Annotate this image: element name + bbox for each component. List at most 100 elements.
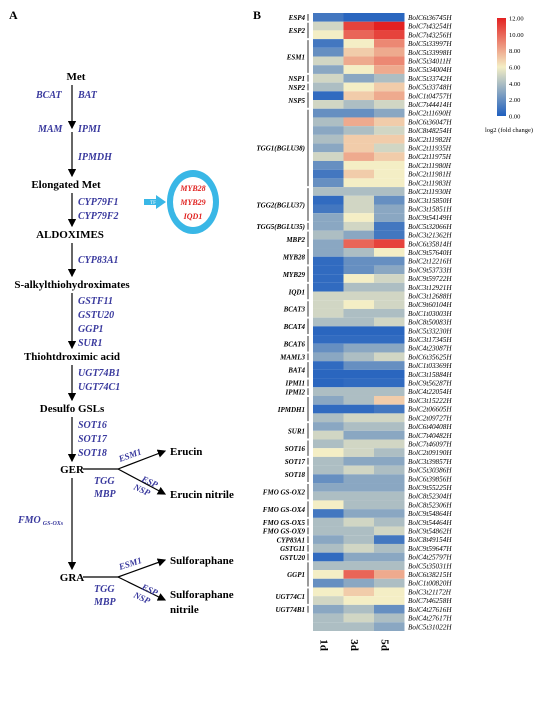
gene-id-label: BolC2t11981H (408, 171, 452, 179)
compound-aldoximes: ALDOXIMES (36, 229, 104, 241)
heatmap-cell (374, 378, 405, 388)
enzyme-mbp-gra: MBP (93, 597, 117, 608)
heatmap-cell (313, 369, 344, 379)
heatmap-cell (313, 213, 344, 222)
heatmap-cell (313, 152, 344, 161)
heatmap-cell (313, 483, 344, 492)
gene-id-label: BolC8t52306H (408, 501, 452, 509)
gene-id-label: BolC2t06605H (408, 406, 452, 414)
gene-id-label: BolC8t48254H (408, 127, 452, 135)
heatmap-cell (313, 178, 344, 188)
enzyme-ipmi: IPMI (77, 124, 102, 135)
heatmap-cell (343, 195, 374, 205)
heatmap-cell (313, 82, 344, 92)
gene-group-label: ESP4 (288, 14, 306, 22)
gene-group-label: UGT74B1 (275, 606, 305, 614)
gene-id-label: BolC8t49154H (408, 536, 452, 544)
heatmap-cell (343, 343, 374, 353)
heatmap-cell (343, 413, 374, 423)
enzyme-sot18: SOT18 (78, 448, 107, 459)
gene-group-label: SOT16 (285, 445, 306, 453)
colorbar-tick-label: 4.00 (509, 81, 520, 88)
heatmap-cell (343, 47, 374, 57)
heatmap-cell (313, 343, 344, 353)
heatmap-cell (313, 169, 344, 179)
heatmap-cell (343, 160, 374, 170)
time-column-labels: 1d 3d 5d (317, 639, 390, 651)
compound-s-alkylthiohydroximates: S-alkylthiohydroximates (14, 279, 130, 291)
heatmap-cell (343, 256, 374, 266)
heatmap-cell (313, 265, 344, 275)
gene-id-label: BolC5t33998H (408, 49, 452, 57)
gene-group-label: NSP2 (287, 84, 305, 92)
heatmap-cell (343, 578, 374, 588)
gene-id-label: BolC6t36745H (408, 14, 452, 22)
enzyme-gstf11: GSTF11 (78, 296, 113, 307)
panel-a-label: A (9, 8, 18, 22)
heatmap-cell (374, 91, 405, 101)
heatmap-cell (374, 404, 405, 414)
colorbar-tick-label: 6.00 (509, 65, 520, 72)
gene-group-label: NSP1 (287, 75, 305, 83)
heatmap-cell (343, 596, 374, 605)
heatmap-cell (313, 274, 344, 283)
heatmap-cell (313, 474, 344, 484)
heatmap-cell (343, 404, 374, 414)
heatmap-cell (343, 387, 374, 396)
gene-group-label: MAML3 (279, 354, 305, 362)
heatmap-cell (313, 622, 344, 631)
heatmap-cell (313, 526, 344, 536)
heatmap-cell (374, 117, 405, 127)
heatmap-cell (374, 343, 405, 353)
heatmap-cell (313, 308, 344, 318)
heatmap-cell (374, 491, 405, 501)
gene-id-label: BolC8t52304H (408, 493, 452, 501)
heatmap-cell (374, 30, 405, 40)
heatmap-cell (313, 282, 344, 292)
gene-group-label: BCAT6 (283, 341, 306, 349)
enzyme-gstu20: GSTU20 (78, 310, 114, 321)
heatmap-cell (374, 100, 405, 109)
gene-id-label: BolC4t23087H (408, 345, 452, 353)
pathway-diagram: A Met Elongated Met ALDOXIMES S-alkylthi… (9, 8, 234, 616)
heatmap-cell (374, 326, 405, 336)
heatmap-cell (343, 604, 374, 614)
gene-group-label: BCAT3 (283, 306, 306, 314)
heatmap-cell (343, 213, 374, 222)
heatmap-cell (374, 134, 405, 144)
heatmap-cell (374, 474, 405, 484)
heatmap-cell (313, 395, 344, 405)
gene-id-label: BolC4t25797H (408, 554, 452, 562)
heatmap-cell (313, 448, 344, 457)
heatmap-cell (343, 282, 374, 292)
gene-id-label: BolC2t11935H (408, 145, 452, 153)
colorbar-title: log2 (fold change) (485, 127, 533, 134)
heatmap-cell (343, 535, 374, 544)
gene-id-label: BolC4t27616H (408, 606, 452, 614)
heatmap-cell (343, 169, 374, 179)
heatmap-cell (343, 274, 374, 283)
product-erucin-nitrile: Erucin nitrile (170, 489, 234, 501)
compound-thiohydroximic-acid: Thiohtdroximic acid (24, 351, 120, 363)
heatmap-cell (313, 134, 344, 144)
heatmap-cell (343, 134, 374, 144)
heatmap-cell (343, 622, 374, 631)
gene-id-label: BolC9t54862H (408, 528, 452, 536)
heatmap-cell (313, 126, 344, 135)
gene-group-label: TGG5(BGLU35) (256, 223, 305, 231)
gene-group-label: MBP2 (285, 236, 305, 244)
gene-id-label: BolC7t43256H (408, 31, 452, 39)
gene-id-label: BolC1t00820H (408, 580, 452, 588)
gene-group-label: GGP1 (287, 571, 305, 579)
compound-gra: GRA (60, 572, 85, 584)
gene-id-label: BolC3t15851H (408, 205, 452, 213)
enzyme-sot17: SOT17 (78, 434, 108, 445)
heatmap-cell (374, 143, 405, 153)
gene-id-label: BolC3t12688H (408, 292, 452, 300)
heatmap-cell (313, 160, 344, 170)
heatmap-cell (374, 613, 405, 623)
heatmap-cell (374, 265, 405, 275)
heatmap-cell (374, 160, 405, 170)
heatmap-cell (313, 30, 344, 40)
heatmap-cell (374, 369, 405, 379)
